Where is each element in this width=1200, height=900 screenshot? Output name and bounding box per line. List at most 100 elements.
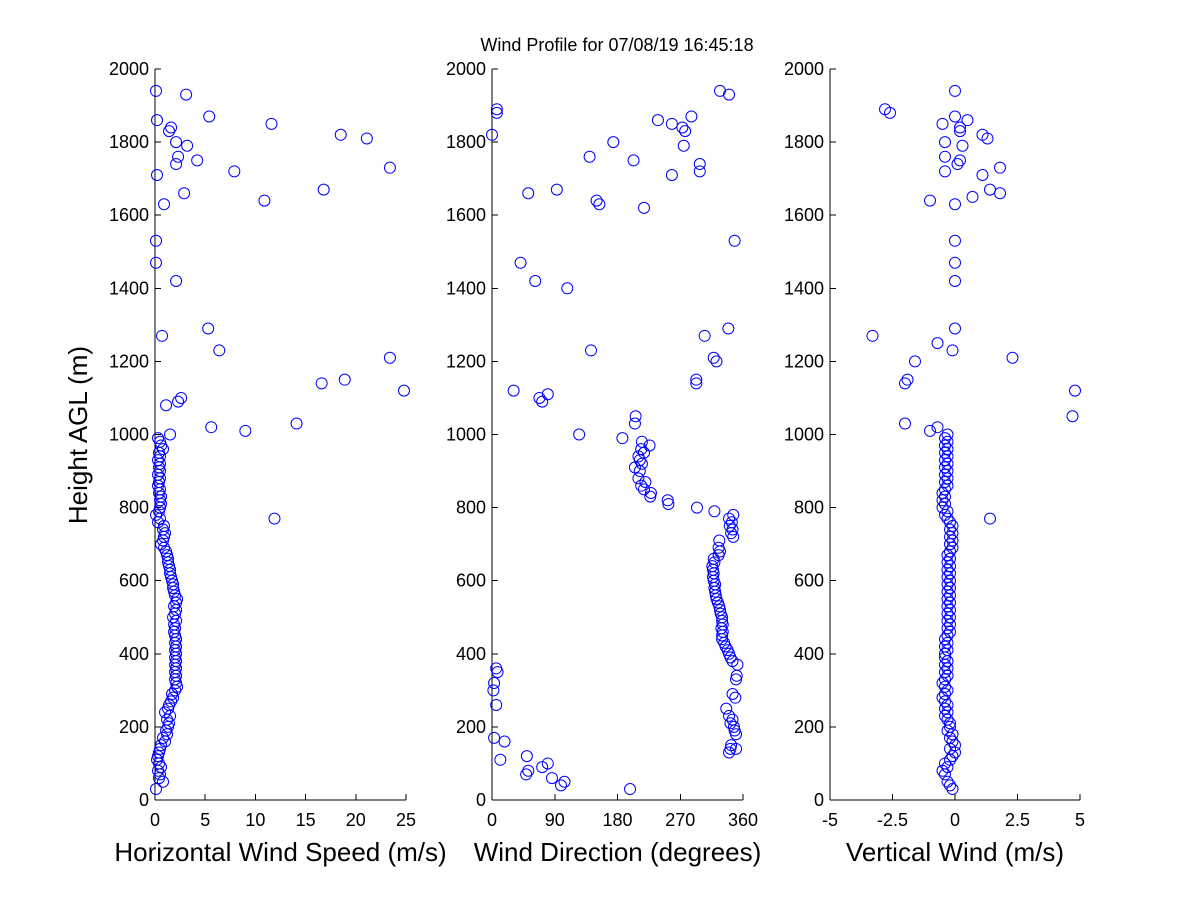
data-point [486,128,498,141]
data-point [941,457,954,470]
data-point [879,103,891,116]
data-point [693,165,706,178]
y-tick-label: 1800 [109,132,149,152]
data-point [170,633,183,646]
y-tick-label: 400 [119,644,149,664]
y-tick-label: 1200 [109,351,149,371]
x-tick-label: 5 [200,810,210,830]
data-point [956,139,969,152]
data-point [944,582,956,595]
data-point [941,443,954,456]
y-tick-label: 200 [456,717,486,737]
data-point [541,388,554,401]
data-point [936,677,949,690]
data-point [690,373,703,386]
data-point [944,567,956,580]
data-point [550,183,563,196]
data-point [944,779,956,792]
data-point [725,516,738,529]
data-series [486,84,744,796]
data-point [946,735,959,748]
data-point [157,731,170,744]
data-point [268,512,281,525]
data-point [727,530,740,543]
data-point [941,549,954,562]
y-tick-label: 200 [119,717,149,737]
data-point [724,742,737,755]
data-point [1069,384,1081,397]
data-point [494,753,507,766]
y-tick-label: 0 [476,790,486,810]
data-point [941,662,954,675]
data-point [150,783,163,796]
y-tick-label: 400 [794,644,824,664]
data-point [635,435,648,448]
data-point [941,706,954,719]
data-point [360,132,373,145]
data-point [713,534,726,547]
data-point [976,168,989,181]
data-point [662,497,675,510]
data-point [724,717,737,730]
data-point [632,472,645,485]
data-point [939,680,951,693]
data-point [397,384,410,397]
data-point [939,640,951,653]
data-point [158,198,171,211]
data-point [936,117,949,130]
y-tick-label: 600 [119,571,149,591]
data-point [944,516,956,529]
data-point [939,508,951,521]
data-point [265,117,278,130]
y-tick-label: 1800 [784,132,824,152]
data-point [941,607,954,620]
data-point [488,731,501,744]
panel-2: 0 200 400 600 800 1000 1200 1400 1600 1800 2000 0 90… [446,59,761,867]
data-point [954,125,966,138]
data-point [931,337,944,350]
data-point [726,655,739,668]
x-tick-label: 20 [346,810,366,830]
data-point [941,435,954,448]
data-point [941,450,954,463]
data-point [590,194,603,207]
data-point [939,165,951,178]
data-point [170,136,183,149]
data-point [629,410,642,423]
x-tick-label: 0 [950,810,960,830]
data-point [941,669,954,682]
data-point [731,658,744,671]
data-point [161,713,174,726]
data-point [721,644,734,657]
data-point [939,150,951,163]
data-point [939,702,951,715]
data-point [162,702,175,715]
data-point [152,750,165,763]
data-point [157,775,170,788]
data-point [714,607,727,620]
data-point [165,121,178,134]
data-point [558,775,571,788]
x-tick-label: 360 [728,810,758,830]
data-point [166,688,179,701]
data-point [191,154,204,167]
data-point [939,461,951,474]
chart-title: Wind Profile for 07/08/19 16:45:18 [480,35,753,55]
data-point [334,128,347,141]
data-point [941,761,954,774]
y-tick-label: 400 [456,644,486,664]
data-point [939,647,951,660]
x-tick-label: 0 [487,810,497,830]
data-point [635,443,648,456]
data-point [169,589,182,602]
data-point [939,633,951,646]
data-point [946,541,959,554]
y-tick-label: 1600 [109,205,149,225]
data-point [490,698,503,711]
data-point [172,150,185,163]
data-point [931,421,944,434]
data-point [939,483,951,496]
data-point [939,490,951,503]
data-point [939,454,951,467]
data-point [651,114,664,127]
